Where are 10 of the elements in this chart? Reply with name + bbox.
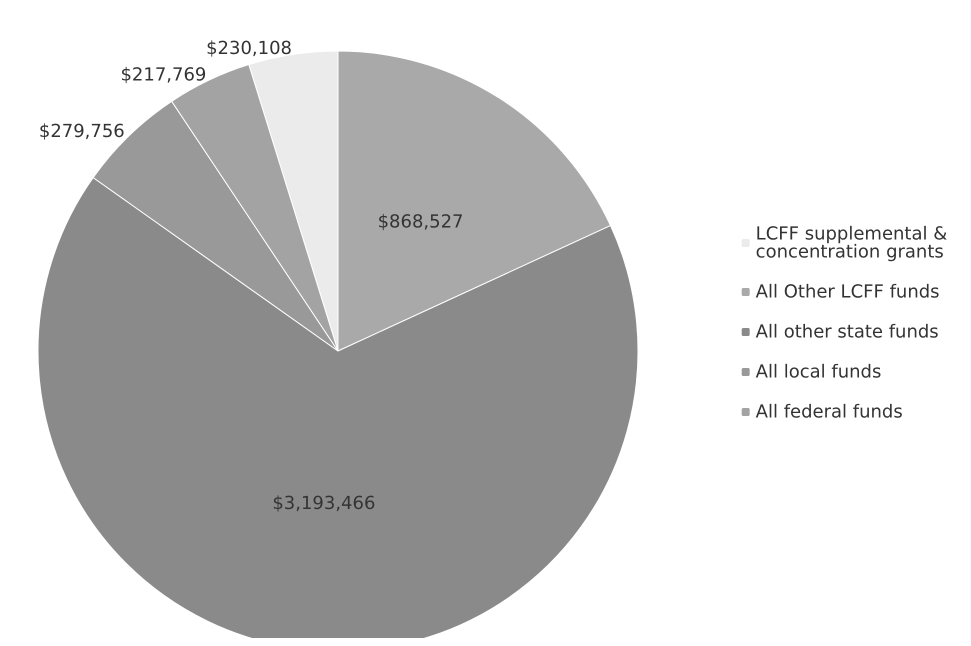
data-label: $868,527 (378, 212, 464, 233)
data-label: $230,108 (206, 38, 292, 59)
data-label: $3,193,466 (272, 492, 376, 514)
data-label: $279,756 (38, 121, 125, 142)
legend-label: LCFF supplemental & concentration grants (756, 224, 954, 262)
legend-label: All Other LCFF funds (756, 282, 940, 302)
legend-label: All other state funds (756, 322, 939, 342)
data-label: $217,769 (120, 64, 206, 86)
legend-label: All local funds (756, 362, 882, 382)
legend-label: All federal funds (756, 402, 903, 422)
